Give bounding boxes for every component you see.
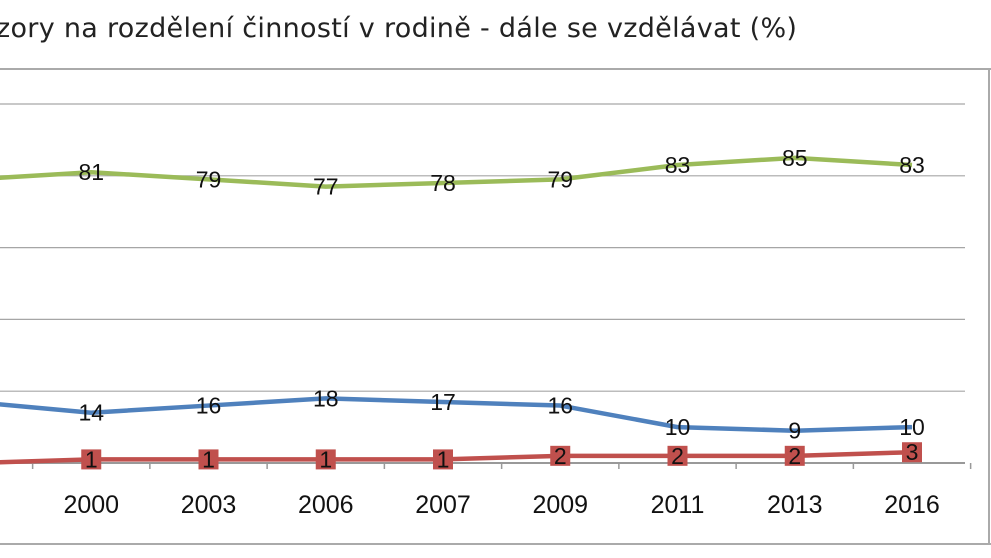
x-tick-label: 2009 (532, 491, 588, 519)
data-label: 2 (671, 443, 684, 469)
data-label: 81 (78, 159, 104, 185)
x-tick-label: 2000 (63, 491, 119, 519)
data-label: 18 (313, 385, 339, 411)
data-label: 9 (788, 418, 801, 444)
series-0: 81 79 77 78 79 83 85 83 (0, 145, 925, 200)
data-point (81, 449, 102, 470)
x-tick-label: 2006 (298, 491, 354, 519)
data-point (433, 449, 453, 470)
x-tick-label: 2011 (651, 491, 705, 519)
series-line (0, 155, 913, 189)
chart-title: zory na rozdělení činností v rodině - dá… (0, 13, 798, 44)
data-label: 10 (665, 414, 691, 440)
data-label: 16 (196, 393, 222, 419)
data-label: 1 (437, 446, 450, 472)
data-label: 3 (906, 439, 919, 465)
x-tick-label: 2016 (884, 491, 940, 519)
data-label: 10 (899, 414, 925, 440)
series-2: 1 1 1 1 2 2 2 3 (0, 439, 922, 472)
x-axis-ticks: 820002003200620072009201120132016 (31, 463, 972, 519)
data-point (315, 449, 336, 470)
x-tick-label: 2007 (415, 491, 471, 519)
data-label: 1 (319, 446, 332, 472)
data-point (550, 445, 571, 466)
data-point (198, 449, 219, 470)
data-point (667, 445, 688, 466)
x-tick-label: 2013 (767, 491, 823, 519)
data-label: 1 (85, 446, 98, 472)
data-label: 16 (547, 393, 573, 419)
data-label: 79 (196, 166, 222, 192)
gridlines (0, 103, 965, 392)
data-point (902, 442, 922, 463)
data-label: 79 (547, 166, 573, 192)
x-tick-label: 2003 (181, 491, 237, 519)
data-label: 85 (782, 145, 808, 171)
data-label: 17 (430, 389, 456, 415)
data-label: 2 (788, 443, 801, 469)
data-label: 83 (665, 152, 691, 178)
data-label: 78 (430, 170, 456, 196)
data-label: 77 (313, 174, 339, 200)
series-line (0, 449, 913, 465)
series-1: 14 16 18 17 16 10 9 10 (0, 385, 925, 444)
data-label: 83 (899, 152, 925, 178)
data-label: 1 (202, 446, 215, 472)
data-point (784, 445, 805, 466)
data-label: 14 (78, 400, 104, 426)
data-label: 2 (554, 443, 567, 469)
series-line (0, 396, 913, 433)
